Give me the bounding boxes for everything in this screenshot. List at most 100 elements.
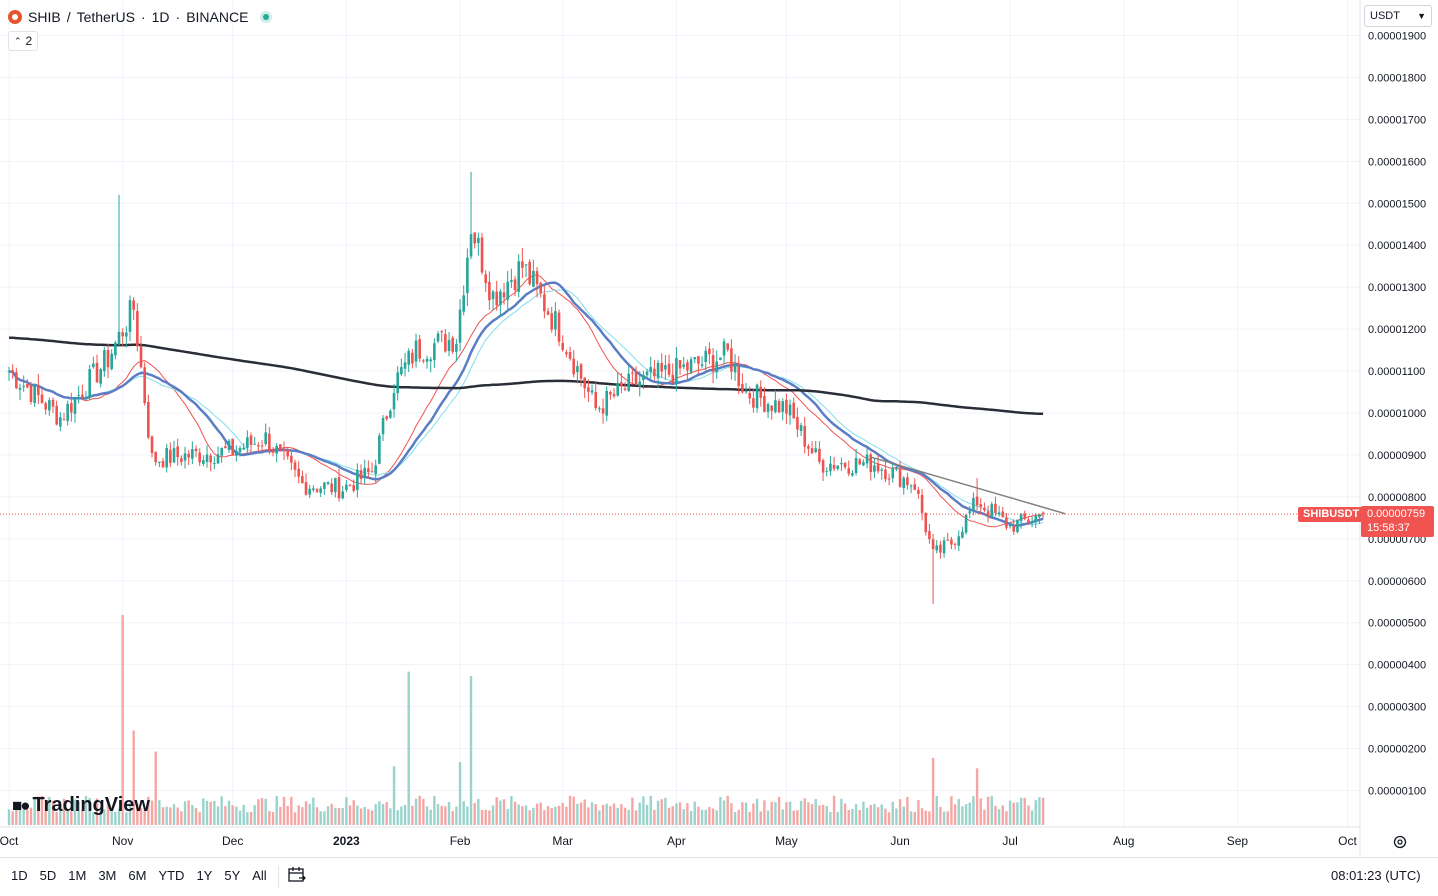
volume-bar — [275, 795, 278, 825]
volume-bar — [550, 808, 553, 825]
last-price-tag: 0.00000759 15:58:37 — [1361, 506, 1434, 537]
volume-bar — [396, 810, 399, 825]
volume-bar — [7, 809, 11, 825]
candle-body — [304, 482, 308, 495]
volume-bar — [55, 811, 58, 825]
volume-bar — [480, 810, 484, 825]
volume-bar — [1016, 802, 1019, 825]
candle-body — [631, 372, 634, 374]
volume-bar — [539, 802, 542, 825]
range-button-3m[interactable]: 3M — [93, 866, 121, 885]
volume-bar — [818, 805, 821, 825]
candle-body — [972, 498, 975, 511]
volume-bar — [330, 803, 333, 825]
candle-body — [1027, 519, 1030, 523]
range-button-1m[interactable]: 1M — [63, 866, 91, 885]
range-button-1y[interactable]: 1Y — [191, 866, 217, 885]
logo-text: TradingView — [32, 794, 150, 816]
volume-bar — [114, 811, 117, 825]
volume-bar — [825, 805, 828, 825]
utc-clock[interactable]: 08:01:23 (UTC) — [1331, 868, 1421, 883]
candle-body — [612, 393, 616, 397]
y-tick-label: 0.00001300 — [1368, 282, 1426, 294]
volume-bar — [986, 796, 990, 825]
candle-body — [664, 365, 667, 370]
volume-bar — [704, 809, 707, 825]
bar-countdown: 15:58:37 — [1367, 522, 1410, 534]
candle-body — [737, 365, 741, 386]
candle-body — [785, 399, 788, 414]
candle-body — [480, 237, 484, 273]
volume-bar — [301, 807, 304, 825]
y-tick-label: 0.00001700 — [1368, 114, 1426, 126]
candle-body — [337, 477, 341, 499]
volume-bar — [554, 806, 557, 825]
volume-bar — [411, 805, 414, 825]
volume-bar — [62, 798, 66, 825]
candle-body — [774, 400, 777, 412]
candle-body — [777, 401, 781, 413]
candle-body — [587, 387, 590, 392]
volume-bar — [315, 807, 319, 825]
candle-body — [539, 282, 543, 294]
candle-body — [1008, 524, 1012, 527]
tradingview-logo[interactable]: ■● TradingView — [12, 794, 150, 817]
candle-body — [308, 488, 311, 495]
candle-body — [352, 485, 355, 491]
volume-bar — [268, 810, 271, 825]
candle-body — [935, 545, 939, 551]
candle-body — [667, 363, 671, 375]
volume-bar — [15, 809, 18, 825]
candle-body — [1019, 513, 1023, 522]
volume-bar — [862, 801, 865, 825]
volume-bar — [422, 798, 425, 825]
candle-body — [887, 478, 891, 480]
volume-bar — [634, 810, 638, 825]
volume-bar — [895, 808, 898, 825]
candle-body — [37, 384, 40, 396]
candle-body — [227, 440, 231, 451]
x-tick-label: Dec — [222, 834, 243, 848]
candle-body — [660, 362, 664, 372]
candle-body — [268, 433, 271, 452]
volume-bar — [700, 809, 704, 825]
volume-bar — [579, 802, 583, 825]
volume-bar — [532, 807, 535, 825]
candle-body — [260, 445, 264, 447]
volume-bar — [99, 809, 102, 825]
range-button-all[interactable]: All — [247, 866, 271, 885]
volume-bar — [946, 811, 949, 825]
volume-bar — [686, 803, 689, 825]
x-tick-label: Jul — [1002, 834, 1017, 848]
candle-body — [282, 449, 286, 451]
symbol-header[interactable]: SHIB / TetherUS · 1D · BINANCE — [8, 6, 273, 28]
candle-body — [77, 394, 80, 396]
currency-select[interactable]: USDT ▼ — [1364, 5, 1432, 27]
settings-gear-icon[interactable] — [1392, 834, 1408, 850]
volume-bar — [587, 807, 590, 825]
candle-body — [590, 390, 594, 393]
candle-body — [455, 344, 458, 352]
candle-body — [594, 392, 598, 409]
volume-bar — [524, 805, 528, 825]
range-button-5d[interactable]: 5D — [35, 866, 62, 885]
candle-body — [513, 279, 517, 291]
volume-bar — [136, 804, 139, 825]
candle-body — [279, 444, 282, 449]
indicators-toggle[interactable]: ⌃ 2 — [8, 31, 39, 51]
volume-bar — [304, 801, 308, 825]
range-button-5y[interactable]: 5Y — [219, 866, 245, 885]
candle-body — [389, 410, 392, 418]
volume-bar — [374, 804, 377, 825]
calendar-goto-icon[interactable] — [288, 867, 306, 883]
candle-body — [7, 371, 11, 373]
range-button-6m[interactable]: 6M — [123, 866, 151, 885]
range-button-ytd[interactable]: YTD — [153, 866, 189, 885]
range-button-1d[interactable]: 1D — [6, 866, 33, 885]
volume-bar — [488, 810, 491, 825]
volume-bar — [202, 798, 205, 825]
candle-body — [176, 446, 179, 458]
volume-bar — [847, 809, 850, 825]
volume-bar — [935, 796, 938, 825]
